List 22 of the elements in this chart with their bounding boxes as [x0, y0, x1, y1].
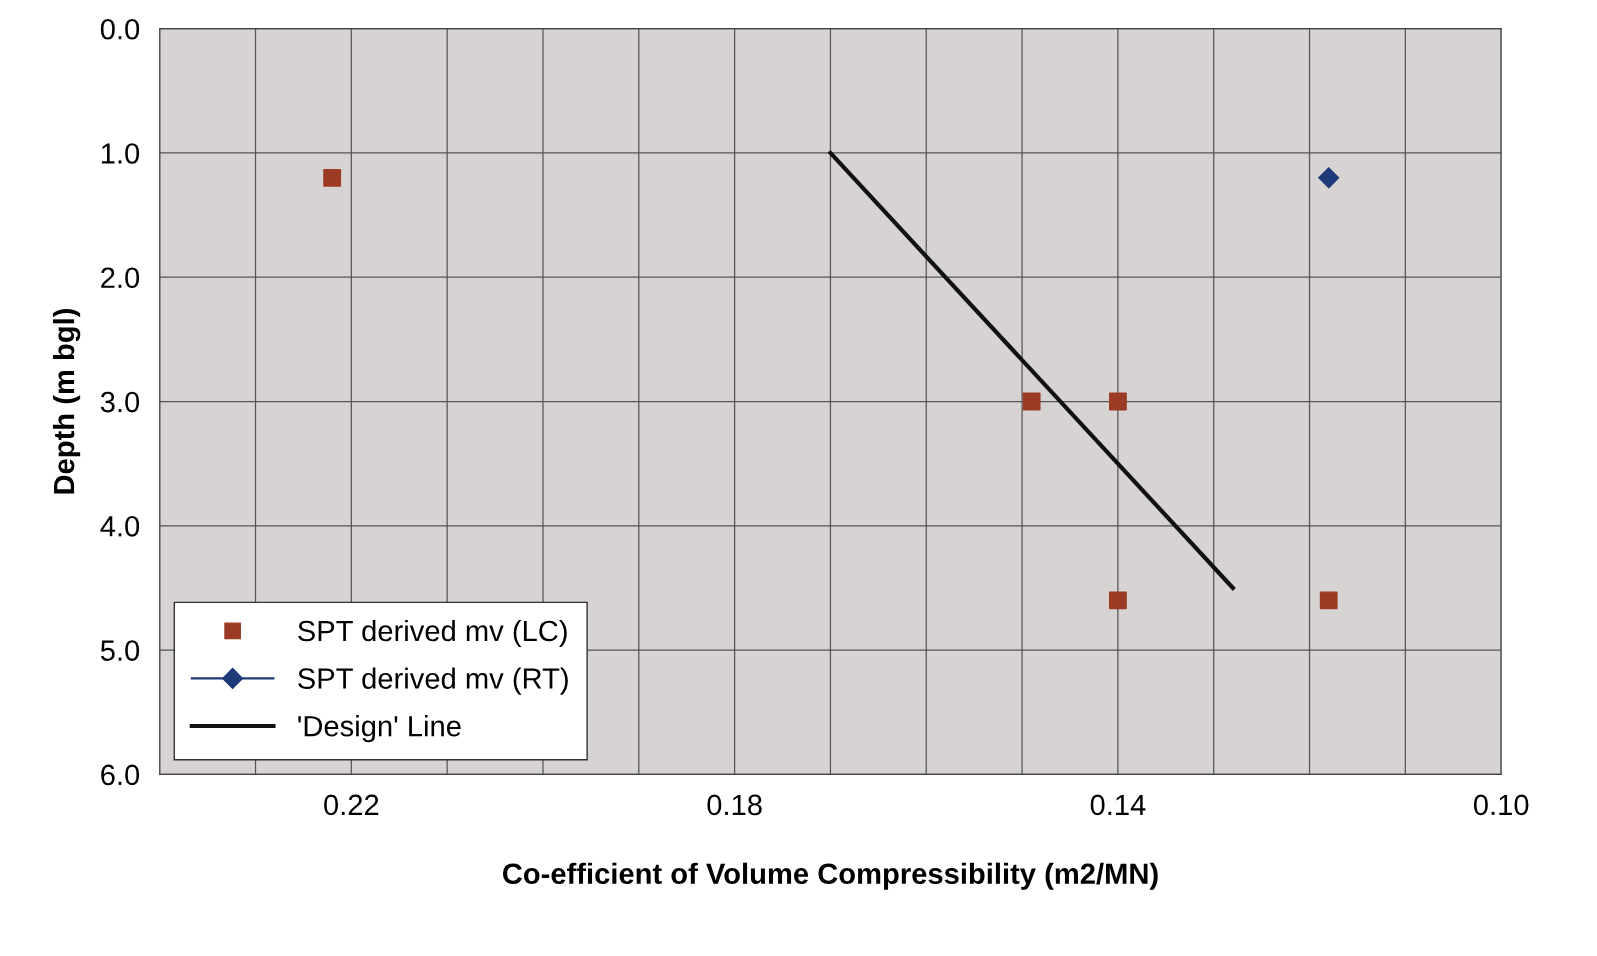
- point: [1108, 392, 1127, 411]
- legend-label: SPT derived mv (LC): [298, 619, 567, 648]
- x-tick-label: 0.22: [324, 794, 379, 816]
- y-tick-label: 1.0: [101, 143, 140, 164]
- point: [323, 168, 342, 187]
- point: [1319, 591, 1338, 610]
- y-tick-label: 5.0: [100, 640, 140, 661]
- x-tick-label: 0.10: [1473, 794, 1529, 816]
- y-tick-label: 0.0: [100, 18, 140, 40]
- y-axis-title: Depth (m bgl): [52, 309, 81, 494]
- y-tick-label: 4.0: [100, 516, 140, 537]
- x-tick-label: 0.14: [1090, 794, 1146, 816]
- point: [1108, 591, 1127, 610]
- legend-label: 'Design' Line: [298, 715, 461, 743]
- point: [1318, 167, 1340, 189]
- point: [1022, 392, 1041, 411]
- x-tick-label: 0.18: [707, 794, 762, 816]
- x-axis-title: Co-efficient of Volume Compressibility (m2/MN): [502, 862, 1158, 890]
- y-tick-label: 6.0: [101, 764, 140, 786]
- y-tick-label: 3.0: [100, 391, 140, 413]
- y-tick-label: 2.0: [101, 267, 140, 289]
- legend-label: SPT derived mv (RT): [298, 667, 568, 695]
